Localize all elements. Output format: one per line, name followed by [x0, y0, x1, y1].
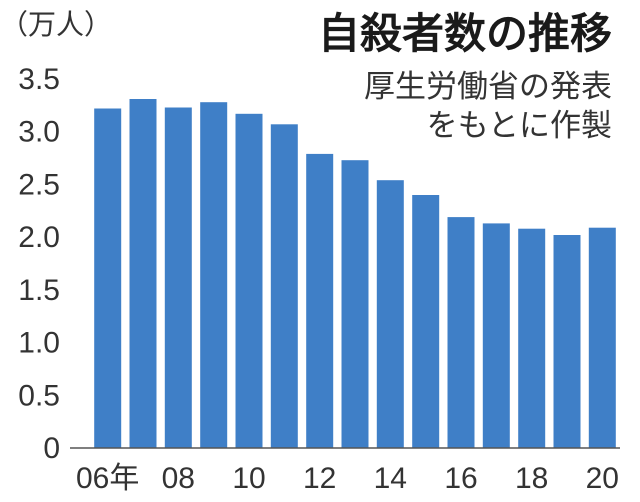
bar-2006: [94, 108, 122, 448]
source-note-line-2: をもとに作製: [427, 108, 612, 144]
x-tick-label: 14: [374, 462, 407, 495]
bar-2007: [129, 99, 157, 448]
y-tick-label: 0.5: [18, 379, 60, 412]
x-tick-label: 20: [586, 462, 619, 495]
y-tick-label: 0: [43, 432, 60, 465]
source-note-line-1: 厚生労働省の発表: [364, 69, 612, 105]
y-tick-label: 3.0: [18, 116, 60, 149]
bar-2020: [588, 227, 616, 448]
bar-2009: [200, 102, 228, 448]
bar-2015: [412, 195, 440, 448]
y-tick-label: 3.5: [18, 63, 60, 96]
x-tick-label: 10: [232, 462, 265, 495]
y-tick-label: 2.0: [18, 221, 60, 254]
y-tick-label: 1.0: [18, 327, 60, 360]
bar-2019: [553, 235, 581, 448]
y-axis-label: （万人）: [0, 8, 112, 41]
bar-2013: [341, 160, 369, 448]
x-tick-label: 06年: [76, 462, 139, 495]
bars-group: [94, 99, 616, 449]
y-ticks-group: 0 0.5 1.0 1.5 2.0 2.5 3.0 3.5: [18, 63, 60, 465]
x-tick-label: 18: [515, 462, 548, 495]
bar-2010: [235, 113, 263, 449]
bar-2017: [482, 223, 510, 448]
x-ticks-group: 06年 08 10 12 14 16 18 20: [76, 462, 619, 495]
x-tick-label: 12: [303, 462, 336, 495]
chart-title: 自殺者数の推移: [318, 9, 612, 58]
bar-2012: [306, 153, 334, 448]
y-tick-label: 1.5: [18, 274, 60, 307]
bar-2014: [376, 180, 404, 448]
bar-2016: [447, 217, 475, 448]
x-tick-label: 16: [444, 462, 477, 495]
x-tick-label: 08: [162, 462, 195, 495]
bar-2011: [270, 124, 298, 449]
bar-2018: [518, 228, 546, 448]
y-tick-label: 2.5: [18, 168, 60, 201]
bar-2008: [164, 107, 192, 448]
